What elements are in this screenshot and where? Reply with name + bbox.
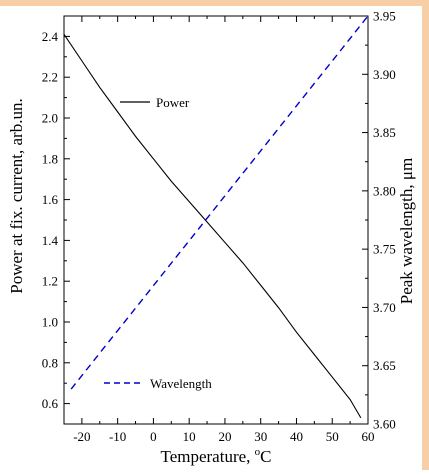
wavelength-series-line [70,15,369,390]
y-left-tick-label: 1.6 [42,192,59,207]
y-right-axis-title: Peak wavelength, μm [397,158,416,305]
y-left-tick-label: 1.2 [42,274,58,289]
y-left-tick-label: 2.2 [42,70,58,85]
x-tick-label: -10 [109,429,126,444]
y-right-tick-label: 3.60 [373,417,396,432]
y-left-tick-label: 1.4 [42,233,59,248]
x-axis-title: Temperature, oC [161,446,272,466]
y-left-tick-label: 0.6 [42,396,59,411]
x-tick-label: 20 [218,429,231,444]
plot-area [63,15,369,425]
y-right-tick-label: 3.85 [373,125,396,140]
y-right-tick-label: 3.90 [373,67,396,82]
y-left-tick-label: 1.8 [42,151,58,166]
y-right-tick-label: 3.80 [373,183,396,198]
y-right-tick-label: 3.70 [373,300,396,315]
legend-power-label: Power [156,95,190,110]
x-tick-label: 50 [326,429,339,444]
y-left-tick-label: 2.0 [42,111,58,126]
x-axis-title-main: Temperature, [161,447,255,466]
y-right-tick-label: 3.75 [373,242,396,257]
x-tick-label: 10 [183,429,196,444]
legend: Power Wavelength [104,95,212,391]
x-tick-label: 60 [362,429,375,444]
y-left-axis-title: Power at fix. current, arb.un. [7,98,26,293]
y-left-tick-label: 0.8 [42,355,58,370]
x-axis-title-degree: o [255,446,261,458]
chart: -20 -10 0 10 20 30 40 50 60 0.6 0.8 1.0 1.2 1.4 1.6 1.8… [7,9,416,467]
y-left-tick-label: 1.0 [42,315,58,330]
y-right-tick-label: 3.65 [373,358,396,373]
y-right-tick-label: 3.95 [373,9,396,24]
x-tick-label: 30 [254,429,267,444]
x-tick-label: 0 [150,429,157,444]
x-axis-title-unit: C [260,447,271,466]
y-left-tick-label: 2.4 [42,29,59,44]
x-tick-label: 40 [290,429,303,444]
x-tick-label: -20 [73,429,90,444]
legend-wavelength-label: Wavelength [150,376,212,391]
power-series-line [63,34,362,419]
